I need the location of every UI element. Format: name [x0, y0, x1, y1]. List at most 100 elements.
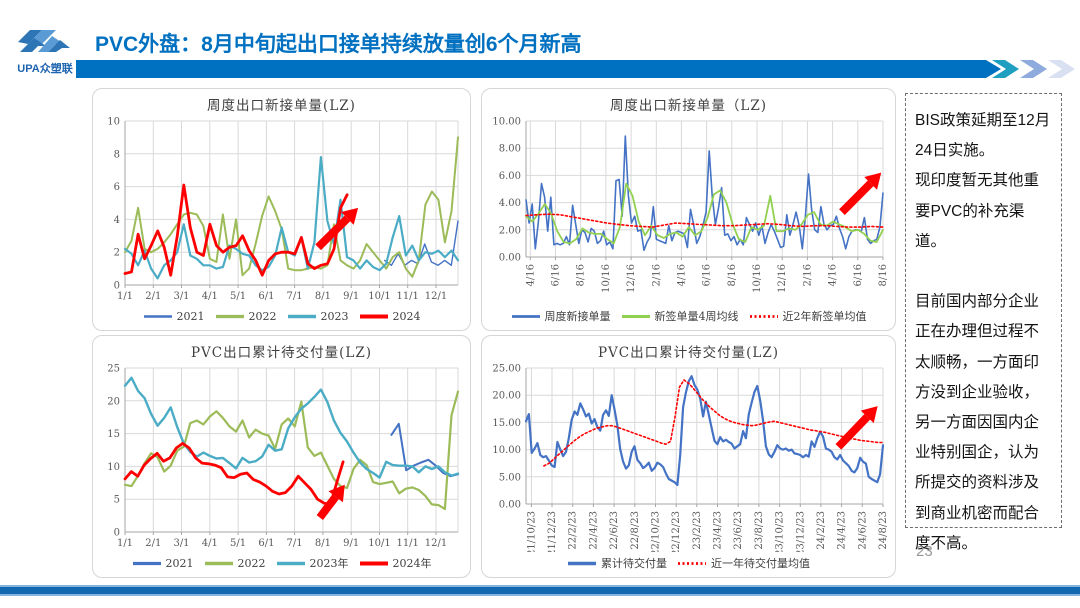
svg-text:2: 2	[114, 248, 120, 259]
trend-arrow	[835, 414, 871, 450]
line-chart-pending-delivery-yearly: 0 5 10 15 20 25 1/1 2/1 3/1 4/1 5/1 6/1 7/1 8/1 9/1 10/…	[107, 364, 460, 549]
svg-text:0.00: 0.00	[499, 253, 521, 264]
svg-text:0: 0	[114, 281, 120, 292]
svg-text:3/1: 3/1	[173, 291, 189, 302]
svg-text:5.00: 5.00	[499, 472, 521, 483]
svg-text:2/1: 2/1	[145, 291, 161, 302]
legend-item: 近一年待交付量均值	[678, 557, 810, 570]
chart-legend: 2021 2022 2023 2024	[93, 305, 470, 327]
footer-bar	[0, 585, 1080, 596]
note-paragraph: 目前国内部分企业正在办理但过程不太顺畅，一方面印方没到企业验收，另一方面因国内企…	[915, 293, 1040, 552]
svg-text:22/10/23: 22/10/23	[651, 511, 662, 552]
svg-text:12/1: 12/1	[425, 538, 447, 549]
svg-text:6/16: 6/16	[853, 264, 864, 286]
svg-text:8: 8	[114, 149, 120, 160]
legend-item: 2024年	[359, 557, 432, 570]
svg-text:12/16: 12/16	[626, 264, 637, 293]
chart-title: 周度出口新接单量(LZ)	[207, 98, 356, 114]
svg-text:5/1: 5/1	[230, 538, 246, 549]
svg-text:23/2/23: 23/2/23	[692, 511, 703, 550]
page-number: 23	[916, 543, 933, 560]
svg-text:10.00: 10.00	[492, 445, 521, 456]
svg-text:4/1: 4/1	[202, 291, 218, 302]
svg-text:21/10/23: 21/10/23	[526, 511, 537, 552]
svg-text:22/12/23: 22/12/23	[671, 511, 682, 552]
svg-text:20.00: 20.00	[492, 391, 521, 402]
svg-text:21/12/23: 21/12/23	[547, 511, 558, 552]
svg-text:6: 6	[114, 182, 120, 193]
svg-text:23/4/23: 23/4/23	[713, 511, 724, 550]
svg-text:5/1: 5/1	[230, 291, 246, 302]
svg-text:0: 0	[114, 528, 120, 539]
svg-text:8/16: 8/16	[727, 264, 738, 286]
svg-text:10.00: 10.00	[492, 117, 521, 128]
company-logo: UPA众塑联	[12, 28, 78, 75]
svg-text:8.00: 8.00	[499, 144, 521, 155]
legend-item: 近2年新签单均值	[749, 310, 867, 323]
note-paragraph: BIS政策延期至12月24日实施。	[915, 112, 1051, 160]
line-chart-pending-delivery-timeline: 0.00 5.00 10.00 15.00 20.00 25.00 21/10/23 21/1…	[492, 364, 889, 553]
svg-text:6/16: 6/16	[551, 264, 562, 286]
legend-item: 2022	[204, 556, 266, 570]
svg-text:24/4/23: 24/4/23	[837, 511, 848, 550]
svg-text:2/1: 2/1	[145, 538, 161, 549]
chart-title: PVC出口累计待交付量(LZ)	[190, 345, 373, 361]
svg-text:22/6/23: 22/6/23	[609, 511, 620, 550]
svg-text:2/16: 2/16	[651, 264, 662, 286]
chart-panel-pending-delivery-yearly: PVC出口累计待交付量(LZ) 0 5 10 15 20 25 1/1 2/1 3/1 4/1 5/…	[92, 335, 471, 578]
svg-text:6/16: 6/16	[702, 264, 713, 286]
svg-text:8/16: 8/16	[878, 264, 889, 286]
svg-text:10/16: 10/16	[601, 264, 612, 293]
svg-text:4/1: 4/1	[202, 538, 218, 549]
svg-text:8/1: 8/1	[315, 291, 331, 302]
chart-panel-pending-delivery-timeline: PVC出口累计待交付量(LZ) 0.00 5.00 10.00 15.00 20.00 2…	[481, 335, 896, 578]
svg-text:7/1: 7/1	[287, 538, 303, 549]
svg-text:6.00: 6.00	[499, 171, 521, 182]
svg-text:5: 5	[114, 495, 120, 506]
legend-item: 累计待交付量	[568, 557, 667, 570]
svg-text:12/1: 12/1	[425, 291, 447, 302]
svg-text:15.00: 15.00	[492, 418, 521, 429]
svg-text:10/16: 10/16	[752, 264, 763, 293]
trend-arrow	[315, 215, 351, 251]
line-chart-weekly-new-orders-timeline: 0.00 2.00 4.00 6.00 8.00 10.00 4/16 6/16 8/16 10/…	[492, 117, 889, 293]
legend-item: 2023年	[276, 557, 349, 570]
svg-text:4: 4	[114, 215, 120, 226]
legend-item: 2021	[132, 556, 194, 570]
legend-item: 周度新接单量	[511, 310, 611, 323]
svg-text:4/16: 4/16	[828, 264, 839, 286]
svg-text:15: 15	[107, 429, 120, 440]
legend-item: 新签单量4周均线	[621, 310, 739, 323]
svg-text:11/1: 11/1	[396, 291, 418, 302]
svg-text:10/1: 10/1	[368, 538, 390, 549]
svg-text:3/1: 3/1	[173, 538, 189, 549]
svg-text:10: 10	[107, 462, 120, 473]
logo-text: UPA众塑联	[17, 63, 73, 75]
svg-text:25: 25	[107, 364, 120, 375]
legend-item: 2021	[143, 309, 205, 323]
note-paragraph: 现印度暂无其他重要PVC的补充渠道。	[915, 172, 1040, 250]
svg-text:23/10/23: 23/10/23	[775, 511, 786, 552]
chart-legend: 周度新接单量 新签单量4周均线 近2年新签单均值	[482, 305, 895, 327]
svg-text:23/6/23: 23/6/23	[733, 511, 744, 550]
svg-text:4/16: 4/16	[676, 264, 687, 286]
legend-item: 2022	[215, 309, 277, 323]
chart-legend: 2021 2022 2023年 2024年	[93, 552, 470, 574]
svg-text:24/6/23: 24/6/23	[857, 511, 868, 550]
svg-text:22/2/23: 22/2/23	[568, 511, 579, 550]
svg-text:6/1: 6/1	[258, 538, 274, 549]
svg-text:2.00: 2.00	[499, 225, 521, 236]
svg-text:22/4/23: 22/4/23	[588, 511, 599, 550]
svg-text:20: 20	[107, 396, 120, 407]
svg-text:8/16: 8/16	[576, 264, 587, 286]
svg-text:1/1: 1/1	[117, 538, 133, 549]
line-chart-weekly-new-orders-yearly: 0 2 4 6 8 10 1/1 2/1 3/1 4/1 5/1 6/1 7/1 8/1 9/1 10/1 11…	[107, 117, 460, 302]
notes-panel: BIS政策延期至12月24日实施。 现印度暂无其他重要PVC的补充渠道。 目前国…	[905, 93, 1062, 552]
svg-text:10: 10	[107, 117, 120, 128]
legend-item: 2024	[359, 309, 421, 323]
svg-text:9/1: 9/1	[343, 538, 359, 549]
svg-text:6/1: 6/1	[258, 291, 274, 302]
svg-text:12/16: 12/16	[777, 264, 788, 293]
chevron-icon	[1020, 60, 1047, 78]
